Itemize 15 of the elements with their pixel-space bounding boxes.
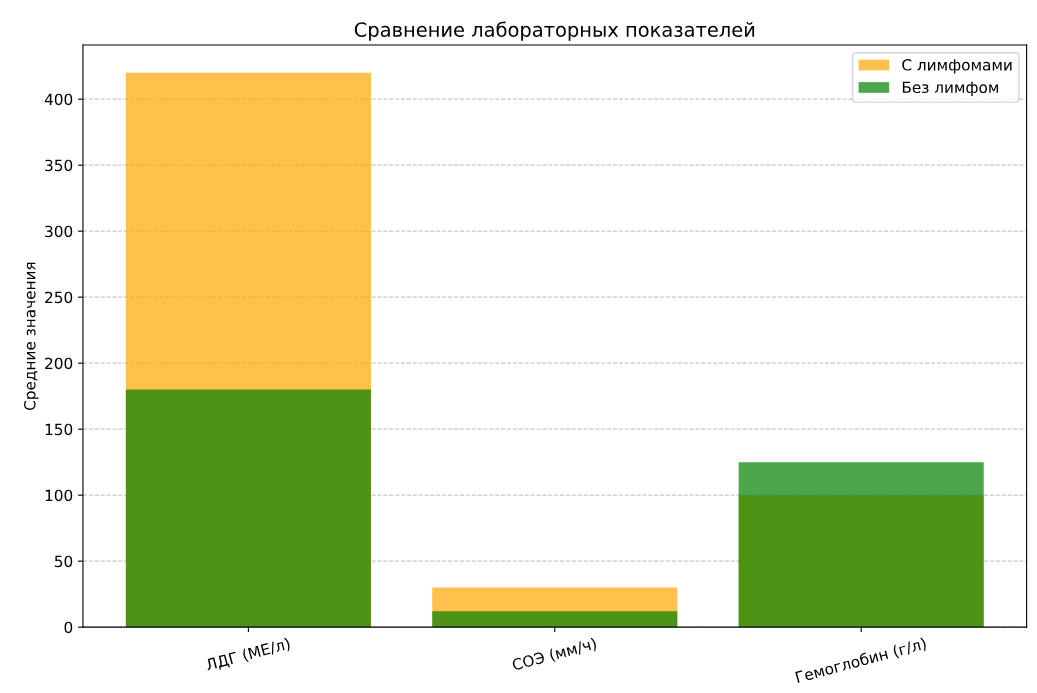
legend-label: Без лимфом — [902, 81, 999, 97]
x-tick-label: ЛДГ (МЕ/л) — [204, 637, 291, 673]
y-tick-label: 250 — [45, 291, 73, 304]
y-tick-label: 350 — [45, 159, 73, 172]
y-tick-label: 400 — [44, 93, 73, 106]
x-tick-label: СОЭ (мм/ч) — [511, 637, 598, 673]
y-tick-label: 100 — [45, 489, 73, 502]
y-axis-title: Средние значения — [24, 262, 39, 410]
y-tick-label: 300 — [45, 225, 73, 238]
y-tick-label: 0 — [64, 621, 73, 634]
y-tick-label: 50 — [54, 555, 73, 568]
y-tick-label: 200 — [45, 357, 73, 370]
y-tick-label: 150 — [45, 423, 73, 436]
chart-title: Сравнение лабораторных показателей — [354, 21, 755, 41]
legend-label: С лимфомами — [902, 59, 1012, 74]
